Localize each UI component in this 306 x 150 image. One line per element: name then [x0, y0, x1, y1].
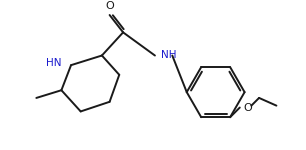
Text: O: O	[105, 1, 114, 11]
Text: O: O	[244, 103, 252, 112]
Text: HN: HN	[46, 58, 62, 68]
Text: NH: NH	[161, 50, 176, 60]
